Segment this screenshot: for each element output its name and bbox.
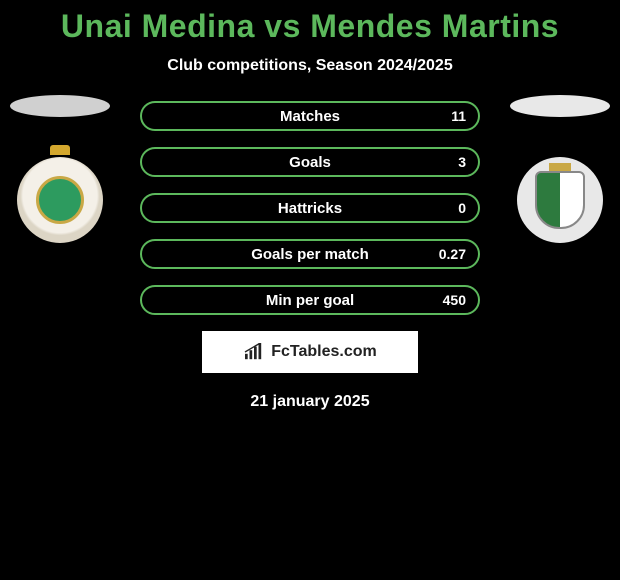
stat-row-min-per-goal: Min per goal 450 [140,285,480,315]
left-player-column [10,95,110,243]
right-player-column [510,95,610,243]
club-badge-left [17,157,103,243]
crown-icon [50,145,70,155]
stat-label: Min per goal [266,292,354,309]
club-badge-right [517,157,603,243]
stat-row-goals: Goals 3 [140,147,480,177]
stat-value-right: 11 [451,108,466,124]
stat-row-goals-per-match: Goals per match 0.27 [140,239,480,269]
stat-value-right: 0 [458,200,466,216]
stat-label: Goals [289,154,331,171]
stat-label: Hattricks [278,200,342,217]
chart-icon [243,343,265,361]
stat-rows: Matches 11 Goals 3 Hattricks 0 Goals per… [140,101,480,315]
date-text: 21 january 2025 [0,393,620,411]
subtitle: Club competitions, Season 2024/2025 [0,57,620,75]
stat-value-right: 3 [458,154,466,170]
stats-area: Matches 11 Goals 3 Hattricks 0 Goals per… [0,101,620,411]
stat-row-matches: Matches 11 [140,101,480,131]
stat-row-hattricks: Hattricks 0 [140,193,480,223]
player-avatar-placeholder-right [510,95,610,117]
player-avatar-placeholder-left [10,95,110,117]
shield-icon [36,176,84,224]
title: Unai Medina vs Mendes Martins [0,8,620,45]
stat-value-right: 450 [443,292,466,308]
stat-label: Goals per match [251,246,369,263]
attribution-text: FcTables.com [271,343,377,361]
stat-label: Matches [280,108,340,125]
crown-icon [549,163,571,171]
stat-value-right: 0.27 [439,246,466,262]
attribution-badge: FcTables.com [202,331,418,373]
comparison-card: Unai Medina vs Mendes Martins Club compe… [0,0,620,411]
shield-icon [535,171,585,229]
